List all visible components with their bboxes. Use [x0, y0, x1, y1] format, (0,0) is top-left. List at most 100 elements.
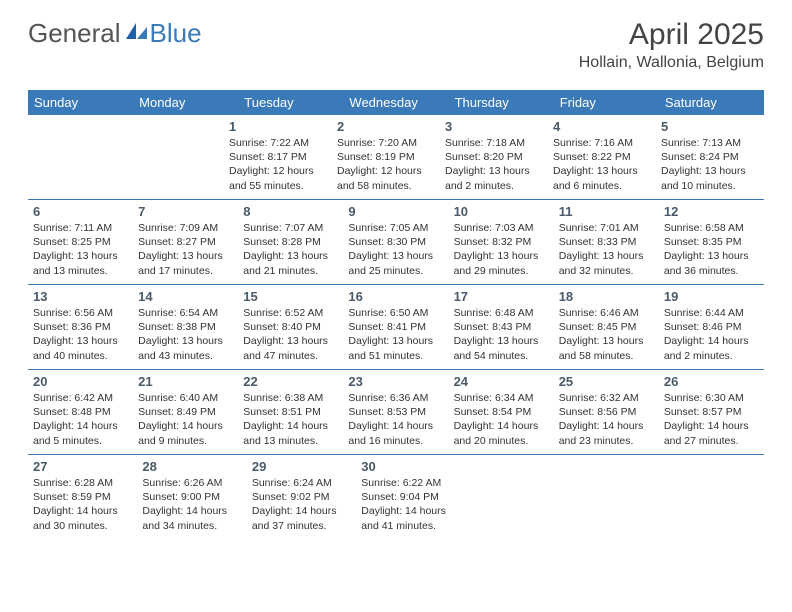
week-row: 20 Sunrise: 6:42 AMSunset: 8:48 PMDayligh…: [28, 369, 764, 454]
day-cell: 21Sunrise: 6:40 AMSunset: 8:49 PMDayligh…: [133, 370, 238, 454]
day-info: Sunrise: 7:01 AMSunset: 8:33 PMDaylight:…: [559, 221, 654, 278]
day-cell: 22 Sunrise: 6:38 AMSunset: 8:51 PMDayligh…: [238, 370, 343, 454]
day-cell: 24Sunrise: 6:34 AMSunset: 8:54 PMDayligh…: [449, 370, 554, 454]
day-number: 28: [142, 459, 241, 474]
day-cell: 28 Sunrise: 6:26 AMSunset: 9:00 PMDayligh…: [137, 455, 246, 539]
day-number: 8: [243, 204, 338, 219]
logo-sail-icon: [126, 23, 148, 41]
day-info: Sunrise: 6:32 AMSunset: 8:56 PMDaylight:…: [559, 391, 654, 448]
day-cell: 5 Sunrise: 7:13 AMSunset: 8:24 PMDaylight…: [656, 115, 764, 199]
day-info: Sunrise: 7:05 AMSunset: 8:30 PMDaylight:…: [348, 221, 443, 278]
day-number: 15: [243, 289, 338, 304]
day-info: Sunrise: 7:22 AMSunset: 8:17 PMDaylight:…: [229, 136, 327, 193]
week-row: 1Sunrise: 7:22 AMSunset: 8:17 PMDaylight…: [28, 115, 764, 199]
day-info: Sunrise: 6:52 AMSunset: 8:40 PMDaylight:…: [243, 306, 338, 363]
day-number: 27: [33, 459, 132, 474]
day-number: 23: [348, 374, 443, 389]
day-cell: 27 Sunrise: 6:28 AMSunset: 8:59 PMDayligh…: [28, 455, 137, 539]
day-number: 10: [454, 204, 549, 219]
day-number: 12: [664, 204, 759, 219]
logo-text-general: General: [28, 18, 121, 49]
day-cell: 20 Sunrise: 6:42 AMSunset: 8:48 PMDayligh…: [28, 370, 133, 454]
day-number: 19: [664, 289, 759, 304]
day-header-monday: Monday: [133, 90, 238, 115]
empty-cell: [565, 455, 664, 539]
day-info: Sunrise: 6:40 AMSunset: 8:49 PMDaylight:…: [138, 391, 233, 448]
calendar: Sunday Monday Tuesday Wednesday Thursday…: [28, 90, 764, 539]
day-info: Sunrise: 6:34 AMSunset: 8:54 PMDaylight:…: [454, 391, 549, 448]
day-cell: 2 Sunrise: 7:20 AMSunset: 8:19 PMDaylight…: [332, 115, 440, 199]
day-number: 7: [138, 204, 233, 219]
day-info: Sunrise: 7:03 AMSunset: 8:32 PMDaylight:…: [454, 221, 549, 278]
day-info: Sunrise: 7:09 AMSunset: 8:27 PMDaylight:…: [138, 221, 233, 278]
empty-cell: [466, 455, 565, 539]
day-cell: 7 Sunrise: 7:09 AMSunset: 8:27 PMDaylight…: [133, 200, 238, 284]
week-row: 27 Sunrise: 6:28 AMSunset: 8:59 PMDayligh…: [28, 454, 764, 539]
day-number: 3: [445, 119, 543, 134]
day-number: 29: [252, 459, 351, 474]
day-number: 18: [559, 289, 654, 304]
day-info: Sunrise: 6:28 AMSunset: 8:59 PMDaylight:…: [33, 476, 132, 533]
day-cell: 11 Sunrise: 7:01 AMSunset: 8:33 PMDayligh…: [554, 200, 659, 284]
day-info: Sunrise: 6:58 AMSunset: 8:35 PMDaylight:…: [664, 221, 759, 278]
day-info: Sunrise: 6:54 AMSunset: 8:38 PMDaylight:…: [138, 306, 233, 363]
day-header-friday: Friday: [554, 90, 659, 115]
empty-cell: [28, 115, 126, 199]
day-header-tuesday: Tuesday: [238, 90, 343, 115]
day-number: 25: [559, 374, 654, 389]
day-number: 17: [454, 289, 549, 304]
day-cell: 17 Sunrise: 6:48 AMSunset: 8:43 PMDayligh…: [449, 285, 554, 369]
day-cell: 13 Sunrise: 6:56 AMSunset: 8:36 PMDayligh…: [28, 285, 133, 369]
day-info: Sunrise: 7:11 AMSunset: 8:25 PMDaylight:…: [33, 221, 128, 278]
day-number: 20: [33, 374, 128, 389]
day-number: 6: [33, 204, 128, 219]
day-cell: 15 Sunrise: 6:52 AMSunset: 8:40 PMDayligh…: [238, 285, 343, 369]
week-row: 6 Sunrise: 7:11 AMSunset: 8:25 PMDaylight…: [28, 199, 764, 284]
logo-text-blue: Blue: [150, 18, 202, 49]
day-cell: 14 Sunrise: 6:54 AMSunset: 8:38 PMDayligh…: [133, 285, 238, 369]
day-info: Sunrise: 6:26 AMSunset: 9:00 PMDaylight:…: [142, 476, 241, 533]
day-header-sunday: Sunday: [28, 90, 133, 115]
header: General Blue April 2025 Hollain, Walloni…: [0, 0, 792, 80]
empty-cell: [665, 455, 764, 539]
logo: General Blue: [28, 18, 202, 49]
day-info: Sunrise: 6:30 AMSunset: 8:57 PMDaylight:…: [664, 391, 759, 448]
day-cell: 6 Sunrise: 7:11 AMSunset: 8:25 PMDaylight…: [28, 200, 133, 284]
day-number: 9: [348, 204, 443, 219]
day-cell: 18Sunrise: 6:46 AMSunset: 8:45 PMDayligh…: [554, 285, 659, 369]
day-info: Sunrise: 7:18 AMSunset: 8:20 PMDaylight:…: [445, 136, 543, 193]
day-cell: 4 Sunrise: 7:16 AMSunset: 8:22 PMDaylight…: [548, 115, 656, 199]
day-info: Sunrise: 6:42 AMSunset: 8:48 PMDaylight:…: [33, 391, 128, 448]
day-header-wednesday: Wednesday: [343, 90, 448, 115]
day-info: Sunrise: 7:07 AMSunset: 8:28 PMDaylight:…: [243, 221, 338, 278]
day-cell: 12 Sunrise: 6:58 AMSunset: 8:35 PMDayligh…: [659, 200, 764, 284]
day-info: Sunrise: 6:38 AMSunset: 8:51 PMDaylight:…: [243, 391, 338, 448]
day-number: 22: [243, 374, 338, 389]
day-number: 30: [361, 459, 460, 474]
day-number: 11: [559, 204, 654, 219]
day-header-thursday: Thursday: [449, 90, 554, 115]
day-cell: 19Sunrise: 6:44 AMSunset: 8:46 PMDayligh…: [659, 285, 764, 369]
title-block: April 2025 Hollain, Wallonia, Belgium: [579, 18, 764, 72]
day-number: 14: [138, 289, 233, 304]
day-cell: 8 Sunrise: 7:07 AMSunset: 8:28 PMDaylight…: [238, 200, 343, 284]
day-info: Sunrise: 6:56 AMSunset: 8:36 PMDaylight:…: [33, 306, 128, 363]
day-info: Sunrise: 6:50 AMSunset: 8:41 PMDaylight:…: [348, 306, 443, 363]
day-cell: 30Sunrise: 6:22 AMSunset: 9:04 PMDayligh…: [356, 455, 465, 539]
day-number: 16: [348, 289, 443, 304]
day-info: Sunrise: 7:13 AMSunset: 8:24 PMDaylight:…: [661, 136, 759, 193]
day-number: 5: [661, 119, 759, 134]
day-number: 13: [33, 289, 128, 304]
day-number: 26: [664, 374, 759, 389]
location-text: Hollain, Wallonia, Belgium: [579, 54, 764, 72]
day-cell: 9 Sunrise: 7:05 AMSunset: 8:30 PMDaylight…: [343, 200, 448, 284]
day-info: Sunrise: 7:16 AMSunset: 8:22 PMDaylight:…: [553, 136, 651, 193]
day-info: Sunrise: 6:48 AMSunset: 8:43 PMDaylight:…: [454, 306, 549, 363]
day-number: 2: [337, 119, 435, 134]
weeks-container: 1Sunrise: 7:22 AMSunset: 8:17 PMDaylight…: [28, 115, 764, 539]
day-info: Sunrise: 7:20 AMSunset: 8:19 PMDaylight:…: [337, 136, 435, 193]
day-cell: 10 Sunrise: 7:03 AMSunset: 8:32 PMDayligh…: [449, 200, 554, 284]
day-info: Sunrise: 6:24 AMSunset: 9:02 PMDaylight:…: [252, 476, 351, 533]
day-header-row: Sunday Monday Tuesday Wednesday Thursday…: [28, 90, 764, 115]
day-number: 4: [553, 119, 651, 134]
